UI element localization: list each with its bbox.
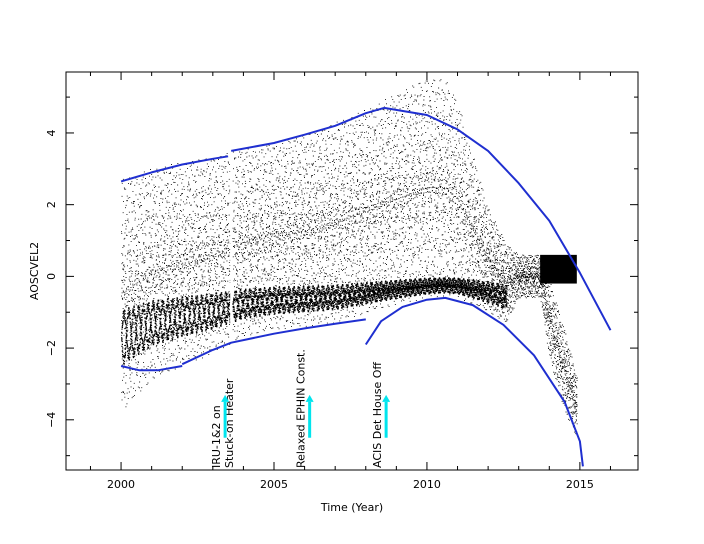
fit-lines — [120, 106, 612, 467]
fit-line — [383, 106, 612, 331]
x-tick-label: 2010 — [413, 478, 441, 491]
event-annotations: IRU-1&2 on Stuck-on Heater Relaxed EPHIN C… — [210, 349, 391, 468]
event-marker-arrow — [382, 394, 391, 402]
event-annotation-label: ACIS Det House Off — [371, 362, 384, 468]
fit-line — [364, 296, 584, 467]
y-tick-label: 2 — [45, 201, 58, 208]
fit-line — [181, 318, 366, 366]
scatter-core — [121, 277, 508, 365]
y-tick-label: 4 — [45, 129, 58, 136]
y-axis-title: AOSCVEL2 — [28, 242, 41, 300]
scatter-points — [121, 79, 578, 435]
event-marker-arrow — [221, 394, 230, 402]
fit-line — [231, 106, 385, 152]
late-dense-block — [540, 254, 577, 284]
x-tick-label: 2000 — [107, 478, 135, 491]
event-annotation-label: IRU-1&2 on — [210, 405, 223, 468]
event-marker-arrow — [305, 394, 314, 402]
scatter-samples — [121, 79, 578, 435]
y-tick-label: −2 — [45, 340, 58, 356]
axis-ticks: 2000 2005 2010 2015 −4 −2 0 2 4 — [45, 72, 638, 491]
x-axis-title: Time (Year) — [320, 501, 383, 514]
fit-line — [120, 365, 183, 372]
fit-line — [120, 155, 229, 183]
event-annotation-label: Relaxed EPHIN Const. — [295, 349, 308, 468]
x-tick-label: 2005 — [260, 478, 288, 491]
plot-frame — [65, 71, 639, 471]
y-tick-label: −4 — [45, 412, 58, 428]
x-tick-label: 2015 — [566, 478, 594, 491]
y-tick-label: 0 — [45, 273, 58, 280]
